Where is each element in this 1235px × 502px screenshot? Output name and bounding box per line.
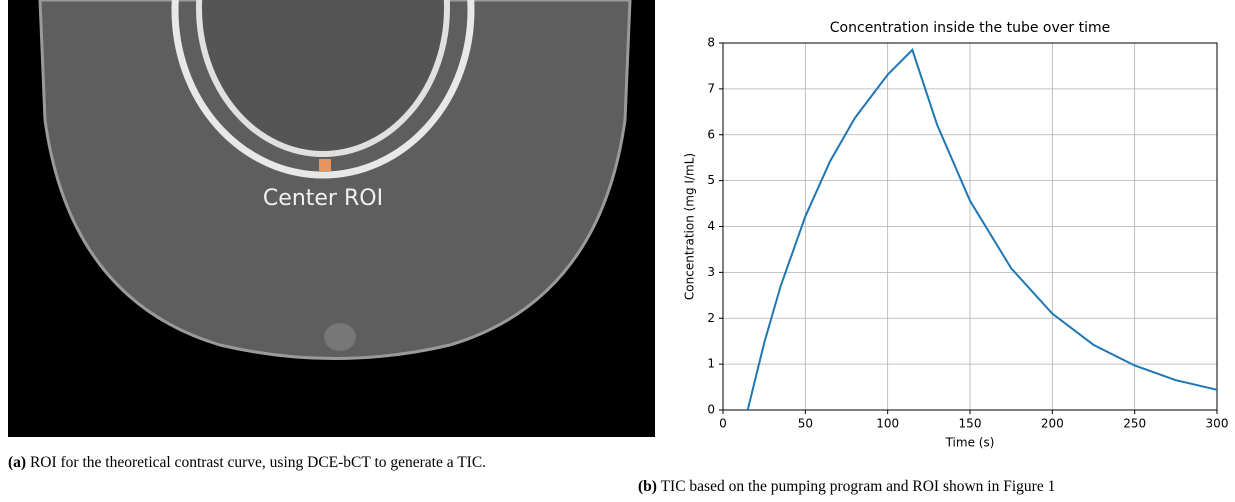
caption-label: (b) (638, 478, 657, 495)
roi-marker (319, 159, 331, 171)
x-tick-label: 0 (719, 417, 727, 431)
figure: Center ROI Concentration inside the tube… (0, 0, 1235, 502)
y-tick-label: 2 (707, 311, 715, 325)
y-tick-label: 7 (707, 81, 715, 95)
y-tick-label: 3 (707, 265, 715, 279)
x-tick-label: 50 (798, 417, 813, 431)
x-tick-label: 150 (959, 417, 982, 431)
image-label: Center ROI (263, 186, 383, 211)
y-axis-label: Concentration (mg I/mL) (683, 153, 697, 300)
y-tick-label: 1 (707, 357, 715, 371)
artifact (324, 323, 356, 351)
y-tick-label: 4 (707, 219, 715, 233)
x-tick-label: 250 (1123, 417, 1146, 431)
y-tick-label: 8 (707, 36, 715, 50)
x-tick-label: 200 (1041, 417, 1064, 431)
y-tick-label: 5 (707, 173, 715, 187)
caption-text: TIC based on the pumping program and ROI… (661, 478, 1056, 495)
caption-label: (a) (8, 454, 26, 471)
chart-title: Concentration inside the tube over time (830, 20, 1110, 36)
ct-image: Center ROI (8, 0, 655, 437)
caption-b: (b) TIC based on the pumping program and… (638, 475, 1235, 499)
caption-text: ROI for the theoretical contrast curve, … (30, 454, 486, 471)
y-tick-label: 0 (707, 403, 715, 417)
x-tick-label: 300 (1206, 417, 1229, 431)
figure-page: Center ROI Concentration inside the tube… (0, 0, 1235, 502)
caption-a: (a) ROI for the theoretical contrast cur… (8, 451, 658, 475)
data-line (748, 50, 1217, 410)
x-tick-label: 100 (876, 417, 899, 431)
x-axis-label: Time (s) (945, 436, 995, 450)
chart: Concentration inside the tube over time T… (683, 20, 1229, 450)
y-tick-label: 6 (707, 127, 715, 141)
